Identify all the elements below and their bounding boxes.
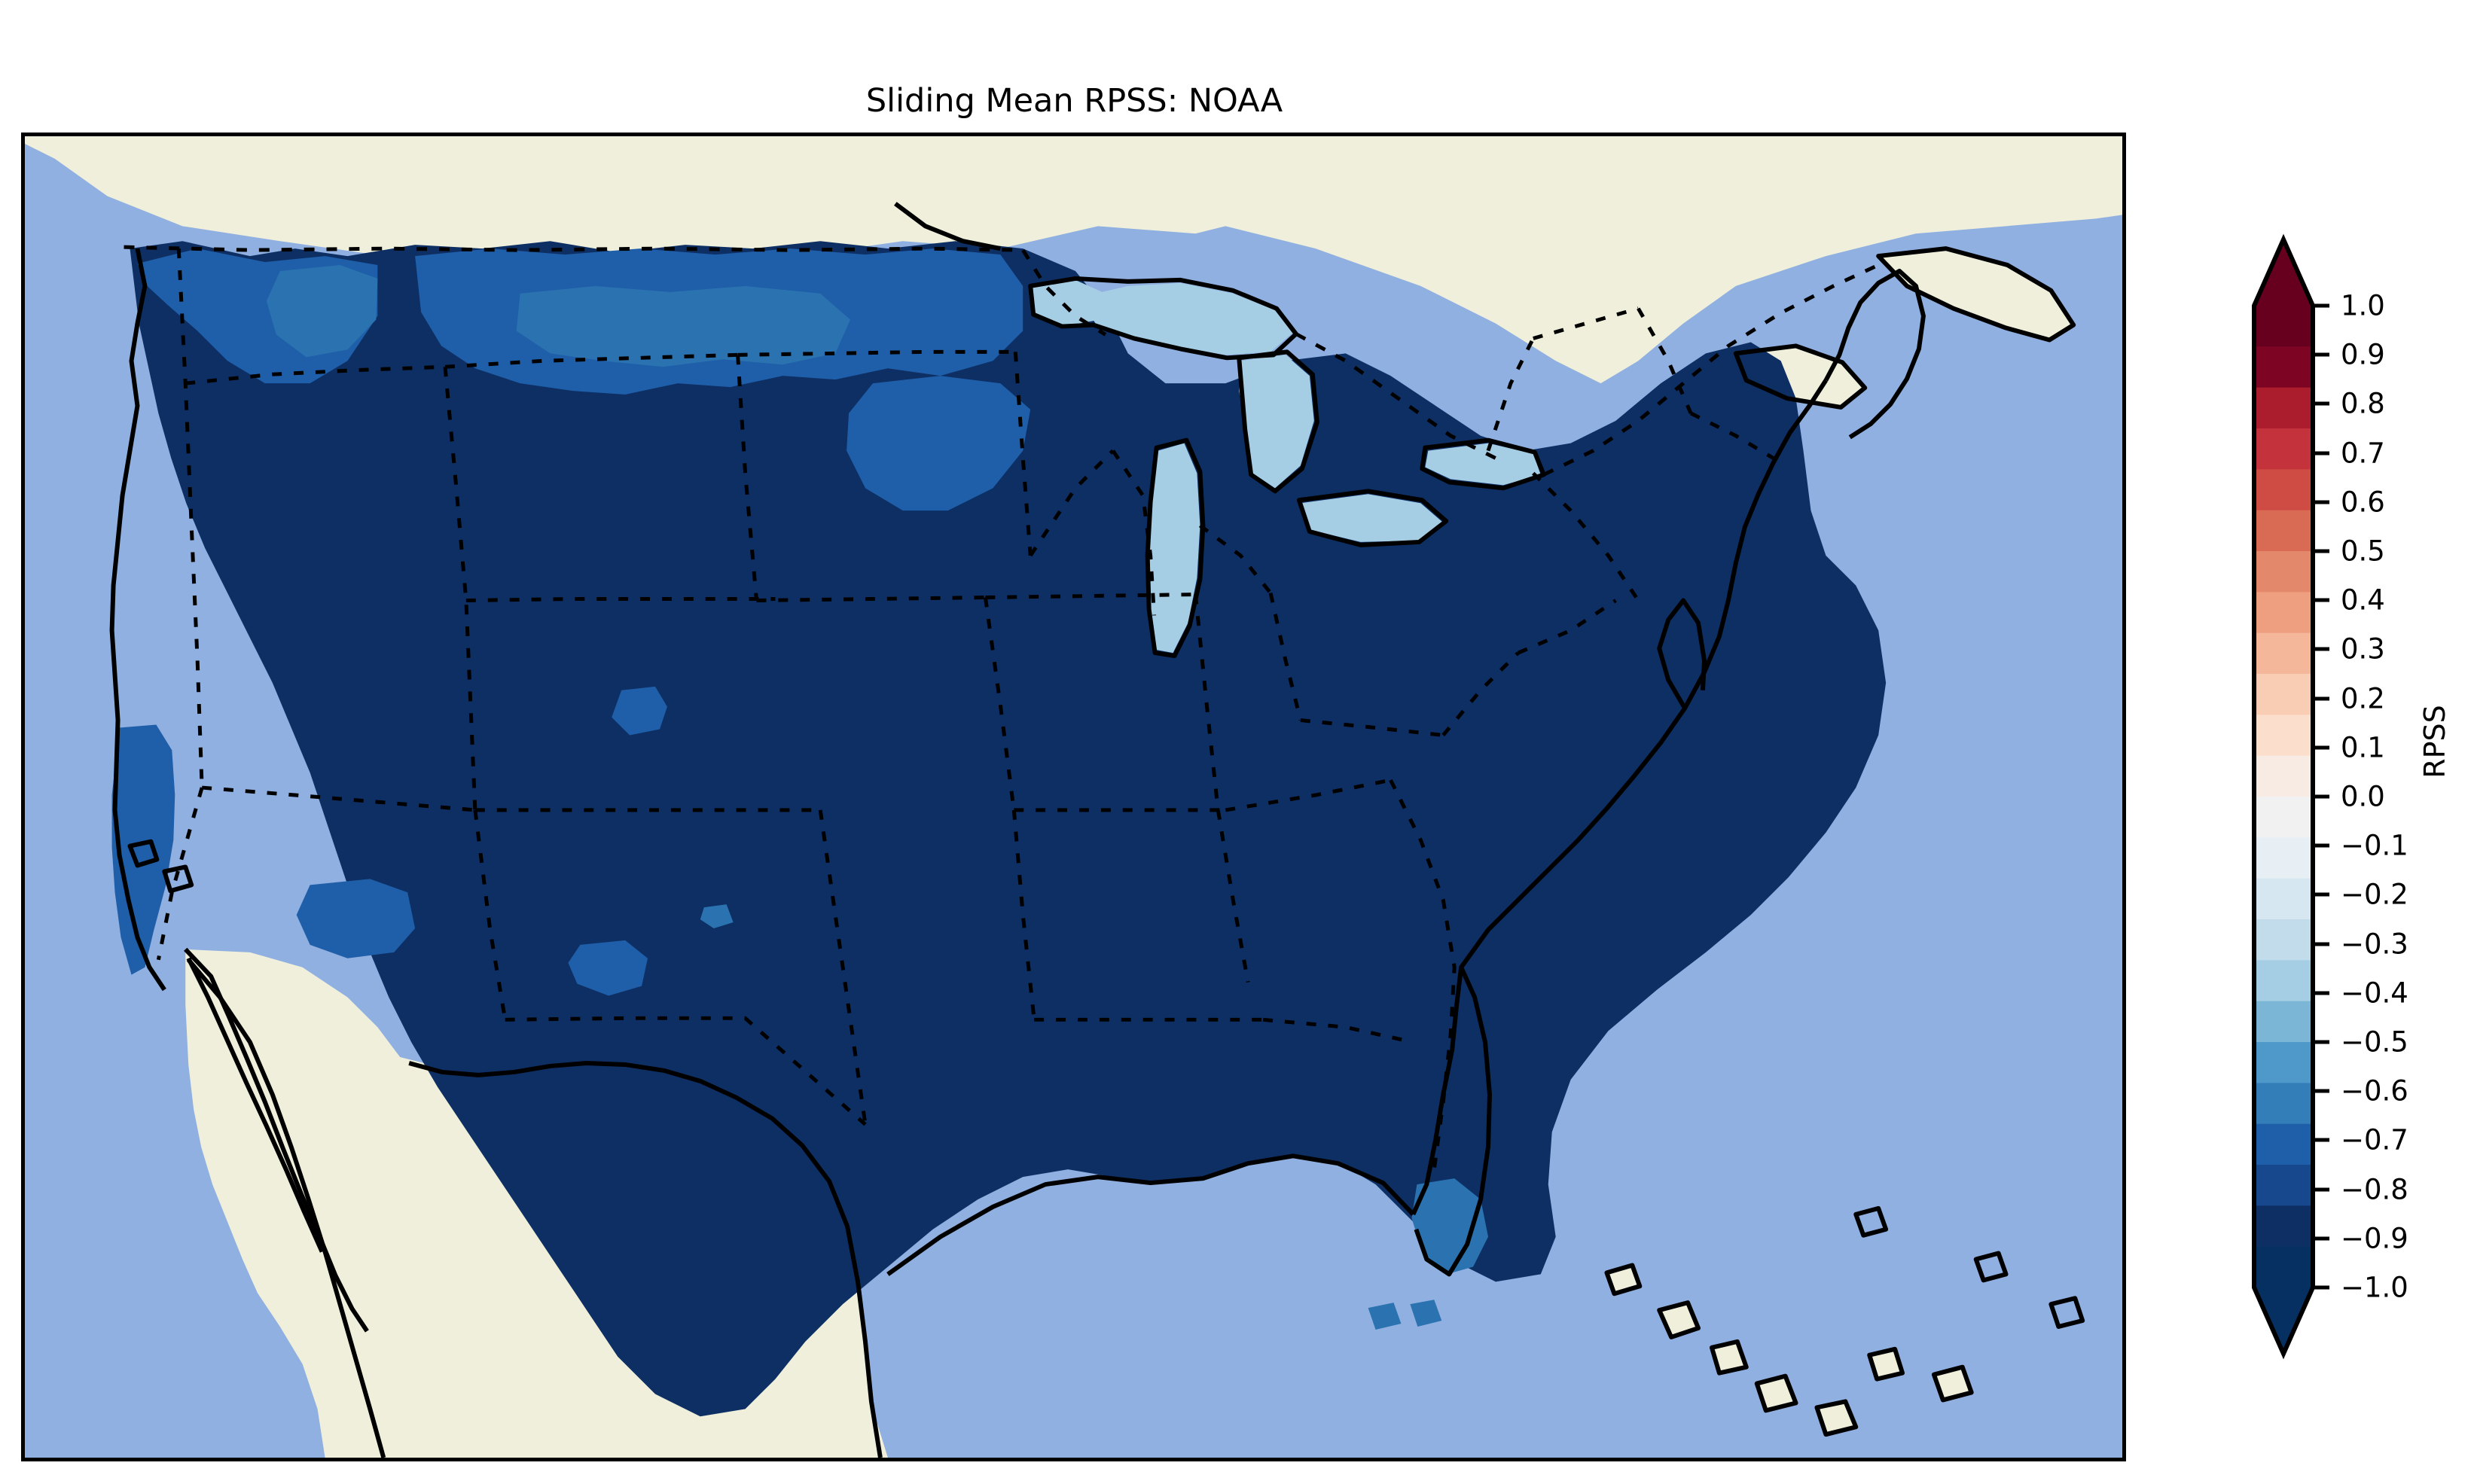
international-border xyxy=(124,245,1880,477)
rpss-band-lake-erie xyxy=(1300,494,1444,542)
colorbar-band xyxy=(2254,346,2313,389)
colorbar-band xyxy=(2254,755,2313,797)
rpss-band-lake-michigan xyxy=(1149,443,1200,654)
colorbar-band xyxy=(2254,1205,2313,1248)
colorbar-tick-mark xyxy=(2313,892,2329,897)
colorbar-tick-label: −0.3 xyxy=(2341,928,2408,961)
title-line-1: Sliding Mean RPSS: NOAA xyxy=(865,82,1283,120)
colorbar-band xyxy=(2254,674,2313,716)
colorbar-tick-label: −1.0 xyxy=(2341,1271,2408,1304)
colorbar-tick-label: 0.7 xyxy=(2341,437,2385,470)
colorbar-tick-label: 0.2 xyxy=(2341,682,2385,715)
colorbar-tick-label: −0.7 xyxy=(2341,1123,2408,1156)
colorbar-tick-label: 0.1 xyxy=(2341,731,2385,764)
colorbar-band xyxy=(2254,428,2313,471)
colorbar-tick-label: −0.4 xyxy=(2341,977,2408,1010)
rpss-band-southwest-2 xyxy=(568,940,648,996)
colorbar-tick-mark xyxy=(2313,352,2329,357)
colorbar-tick-label: −0.9 xyxy=(2341,1222,2408,1255)
colorbar-tick-mark xyxy=(2313,991,2329,995)
rpss-band-southwest-1 xyxy=(296,879,416,958)
colorbar-tick-mark xyxy=(2313,1187,2329,1192)
colorbar-band xyxy=(2254,1246,2313,1288)
colorbar-tick-label: 0.9 xyxy=(2341,338,2385,371)
colorbar-tick-mark xyxy=(2313,303,2329,308)
colorbar-tick-label: 0.6 xyxy=(2341,486,2385,519)
colorbar-band xyxy=(2254,797,2313,839)
colorbar-tick-label: 0.3 xyxy=(2341,632,2385,666)
colorbar-band xyxy=(2254,919,2313,961)
colorbar-band xyxy=(2254,837,2313,879)
rpss-band-great-lakes xyxy=(1078,282,1293,355)
colorbar-tick-label: 1.0 xyxy=(2341,289,2385,322)
rpss-band-southwest-3 xyxy=(612,686,667,736)
colorbar-tick-mark xyxy=(2313,1040,2329,1044)
colorbar[interactable] xyxy=(2252,233,2315,1360)
colorbar-tick-mark xyxy=(2313,647,2329,651)
colorbar-band xyxy=(2254,878,2313,920)
colorbar-tick-label: 0.5 xyxy=(2341,535,2385,568)
colorbar-tick-label: −0.6 xyxy=(2341,1074,2408,1108)
colorbar-tick-mark xyxy=(2313,401,2329,406)
colorbar-tick-label: −0.1 xyxy=(2341,829,2408,862)
colorbar-band xyxy=(2254,1165,2313,1207)
map-canvas xyxy=(25,136,2122,1458)
colorbar-tick-label: 0.4 xyxy=(2341,584,2385,617)
rpss-band-lake-huron xyxy=(1239,355,1314,489)
colorbar-tick-mark xyxy=(2313,942,2329,946)
colorbar-band xyxy=(2254,632,2313,675)
colorbar-tick-label: −0.5 xyxy=(2341,1025,2408,1059)
colorbar-tick-mark xyxy=(2313,1138,2329,1142)
colorbar-band xyxy=(2254,551,2313,593)
colorbar-extend-top-arrow xyxy=(2254,239,2313,306)
colorbar-tick-mark xyxy=(2313,549,2329,553)
colorbar-band xyxy=(2254,1123,2313,1166)
colorbar-canvas xyxy=(2252,233,2315,1360)
rpss-band-pnw-interior xyxy=(266,265,378,358)
colorbar-tick-label: 0.8 xyxy=(2341,387,2385,420)
colorbar-band xyxy=(2254,510,2313,552)
colorbar-band xyxy=(2254,715,2313,757)
colorbar-tick-label: −0.8 xyxy=(2341,1173,2408,1206)
rpss-band-nplains-light xyxy=(516,285,851,367)
colorbar-bands xyxy=(2254,306,2313,1288)
colorbar-band xyxy=(2254,1001,2313,1043)
colorbar-tick-label: 0.0 xyxy=(2341,780,2385,813)
rpss-band-south-florida xyxy=(1411,1178,1489,1275)
rpss-band-upper-midwest xyxy=(847,376,1031,511)
colorbar-band xyxy=(2254,1042,2313,1084)
colorbar-axis-label: RPSS xyxy=(2418,705,2451,779)
colorbar-tick-mark xyxy=(2313,745,2329,750)
colorbar-band xyxy=(2254,387,2313,429)
rpss-band-florida-keys-2 xyxy=(1410,1300,1442,1327)
rpss-band-very-negative xyxy=(130,241,1887,1417)
colorbar-tick-mark xyxy=(2313,598,2329,602)
coastlines xyxy=(109,202,2085,1458)
rpss-band-florida-keys xyxy=(1368,1303,1402,1330)
colorbar-tick-mark xyxy=(2313,794,2329,799)
map-axes[interactable] xyxy=(21,133,2126,1461)
colorbar-band xyxy=(2254,1083,2313,1125)
colorbar-tick-mark xyxy=(2313,1236,2329,1241)
rpss-band-plains-speck xyxy=(700,904,734,929)
colorbar-tick-mark xyxy=(2313,843,2329,848)
colorbar-tick-mark xyxy=(2313,1285,2329,1290)
colorbar-tick-mark xyxy=(2313,500,2329,504)
state-boundaries xyxy=(156,248,1774,1170)
colorbar-band xyxy=(2254,592,2313,634)
colorbar-tick-mark xyxy=(2313,696,2329,701)
colorbar-extend-bottom-arrow xyxy=(2254,1287,2313,1354)
rpss-band-lake-ontario xyxy=(1425,443,1541,486)
colorbar-band xyxy=(2254,469,2313,511)
colorbar-band xyxy=(2254,960,2313,1002)
colorbar-tick-mark xyxy=(2313,451,2329,456)
rpss-data-layer xyxy=(111,241,1887,1417)
colorbar-tick-label: −0.2 xyxy=(2341,878,2408,911)
colorbar-band xyxy=(2254,306,2313,348)
rpss-band-california-coast xyxy=(111,724,175,975)
colorbar-tick-mark xyxy=(2313,1089,2329,1093)
